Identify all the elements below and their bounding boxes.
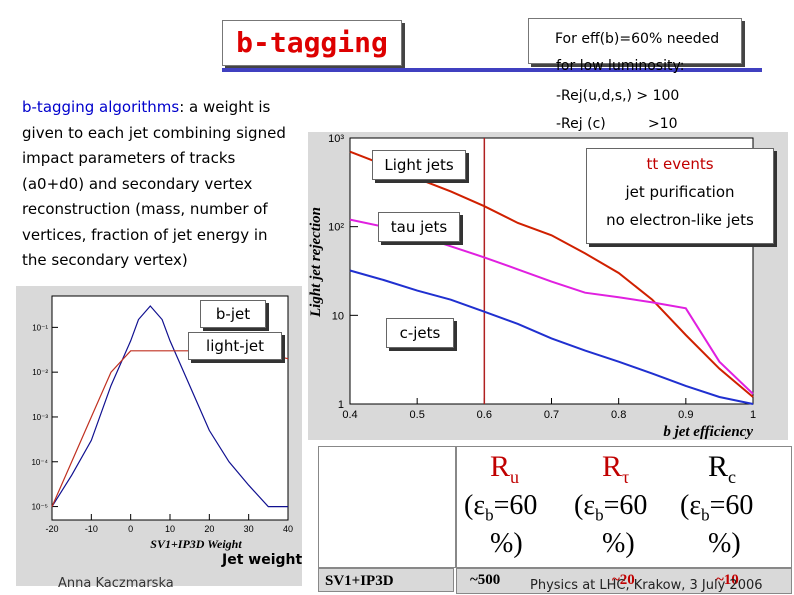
requirement-line-1: For eff(b)=60% needed [555,31,720,47]
hist-y-tick-label: 10⁻³ [32,413,48,422]
header-r-c-letter: R [708,450,729,483]
eff-col-3-b: =60 [709,490,754,521]
x-tick-label: 0.5 [410,409,425,421]
eff-col-3-sub: b [701,505,710,525]
x-tick-label: 0.9 [678,409,693,421]
requirement-line-4a: -Rej (c) [556,116,606,132]
light-jets-label: Light jets [372,150,466,180]
slide-title: b-tagging [236,26,388,59]
x-tick-label: 0.4 [342,409,357,421]
description-lead: b-tagging algorithms [22,98,180,116]
requirement-line-3: -Rej(u,d,s,) > 100 [556,88,680,104]
hist-x-tick-label: 30 [244,524,254,534]
c-jets-label: c-jets [386,318,454,348]
eff-col-3-a: (ε [680,490,702,521]
description-text: b-tagging algorithms: a weight is given … [22,95,286,274]
description-line-1: given to each jet combining signed [22,123,286,142]
purification-label: jet purification [625,183,735,201]
table-values-row [456,568,792,594]
hist-y-tick-label: 10⁻¹ [32,323,48,332]
hist-x-tick-label: 40 [283,524,293,534]
ttbar-info-box: tt events jet purification no electron-l… [586,148,774,244]
eff-col-1-b: =60 [493,490,538,521]
eff-col-2-sub: b [595,505,604,525]
light-jet-label: light-jet [188,332,282,360]
eff-col-1-sub: b [485,505,494,525]
eff-col-2-b: =60 [603,490,648,521]
eff-col-1-pct: %) [490,528,523,559]
hist-x-tick-label: 20 [204,524,214,534]
eff-col-1-a: (ε [464,490,486,521]
series-line-2 [349,269,754,405]
hist-x-tick-label: -20 [45,524,58,534]
tau-jets-label: tau jets [378,212,460,242]
x-tick-label: 0.8 [611,409,626,421]
header-r-u-sub: u [510,467,520,487]
description-line-4: reconstruction (mass, number of [22,200,268,218]
description-line-0: : a weight is [179,98,271,116]
requirement-box: For eff(b)=60% needed [528,18,742,64]
header-r-u-letter: R [490,450,511,483]
hist-x-tick-label: 0 [128,524,133,534]
rejection-y-label: Light jet rejection [308,207,324,318]
header-r-c-sub: c [728,467,737,487]
eff-col-2-pct: %) [602,528,635,559]
jet-weight-label: Jet weight [222,552,303,568]
description-line-5: vertices, fraction of jet energy in [22,225,268,244]
table-corner-cell [318,446,456,568]
hist-x-tick-label: -10 [85,524,98,534]
hist-x-tick-label: 10 [165,524,175,534]
rejection-table: SV1+IP3D Ru (εb=60 %) ~500 Rτ (εb=60 %) … [318,446,792,594]
header-r-u: Ru [490,450,519,488]
table-header-cell [456,446,792,568]
x-tick-label: 0.6 [477,409,492,421]
requirement-line-2: for low luminosity: [556,58,685,74]
eff-col-2: (εb=60 [574,490,647,526]
hist-series-0 [51,305,288,508]
x-tick-label: 1 [750,409,756,421]
histogram-plot-area [51,295,289,521]
weight-histogram: -20 -10 0 10 20 30 40 10⁻¹ 10⁻² 10⁻³ 10⁻⁴ 10⁻⁵ SV1+… [31,295,293,551]
hist-y-tick-label: 10⁻² [32,368,48,377]
y-tick-label: 10² [328,222,344,234]
eff-col-3: (εb=60 [680,490,753,526]
table-row-label: SV1+IP3D [318,568,454,592]
header-r-tau-sub: τ [622,467,630,487]
histogram-axis-title: SV1+IP3D Weight [150,537,242,551]
b-jet-label: b-jet [200,300,266,328]
value-col-1: ~500 [470,572,501,588]
rejection-x-label: b jet efficiency [663,424,753,440]
description-line-3: (a0+d0) and secondary vertex [22,174,253,193]
footer-author: Anna Kaczmarska [58,576,174,591]
value-col-2: ~20 [612,572,635,588]
header-r-tau: Rτ [602,450,629,488]
requirement-line-4b: >10 [648,116,678,132]
description-line-2: impact parameters of tracks [22,149,236,167]
description-line-6: the secondary vertex) [22,251,188,269]
accent-line [222,68,762,72]
eff-col-2-a: (ε [574,490,596,521]
header-r-tau-letter: R [602,450,623,483]
hist-y-tick-label: 10⁻⁴ [31,458,48,467]
value-col-3: ~10 [716,572,739,588]
x-tick-label: 0.7 [544,409,559,421]
hist-y-tick-label: 10⁻⁵ [32,503,48,512]
eff-col-1: (εb=60 [464,490,537,526]
y-tick-label: 1 [338,399,344,411]
ttbar-label: tt events [646,155,714,173]
weight-histogram-panel: -20 -10 0 10 20 30 40 10⁻¹ 10⁻² 10⁻³ 10⁻⁴ 10⁻⁵ SV1+… [16,286,302,586]
y-tick-label: 10³ [328,133,344,145]
eff-col-3-pct: %) [708,528,741,559]
title-box: b-tagging [222,20,402,66]
y-tick-label: 10 [332,310,344,322]
footer-venue: Physics at LHC, Krakow, 3 July 2006 [530,578,763,593]
header-r-c: Rc [708,450,736,488]
no-electron-label: no electron-like jets [606,211,754,229]
